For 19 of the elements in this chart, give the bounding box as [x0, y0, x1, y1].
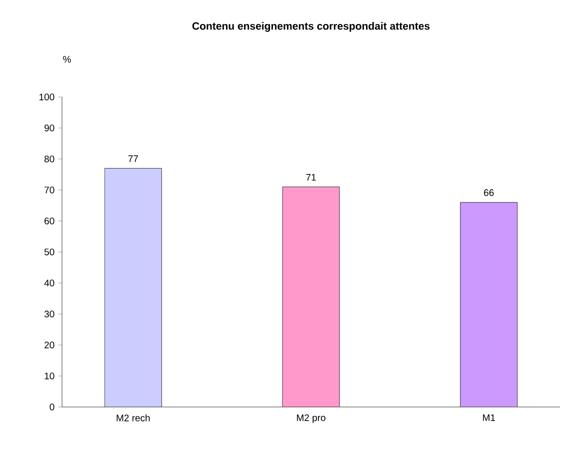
y-tick-label: 90	[44, 124, 54, 132]
y-tick-label: 30	[44, 310, 54, 318]
chart-title: Contenu enseignements correspondait attentes	[192, 22, 430, 32]
y-tick-label: 100	[40, 94, 54, 100]
y-tick-label: 10	[44, 372, 54, 380]
y-tick-label: 80	[44, 156, 54, 162]
x-tick-label: M1	[483, 414, 495, 421]
x-tick-label: M2 pro	[297, 414, 326, 423]
data-label: 71	[306, 174, 316, 181]
y-tick-label: 20	[44, 342, 54, 348]
y-tick-label: 50	[44, 248, 54, 256]
data-label: 66	[484, 189, 494, 196]
x-tick-label: M2 rech	[116, 414, 150, 422]
y-tick-label: 60	[44, 218, 54, 224]
y-tick-label: 40	[44, 280, 54, 286]
y-axis-title: %	[63, 56, 71, 63]
data-label: 77	[128, 155, 138, 162]
y-tick-label: 70	[44, 186, 54, 194]
y-tick-label: 0	[50, 404, 54, 410]
